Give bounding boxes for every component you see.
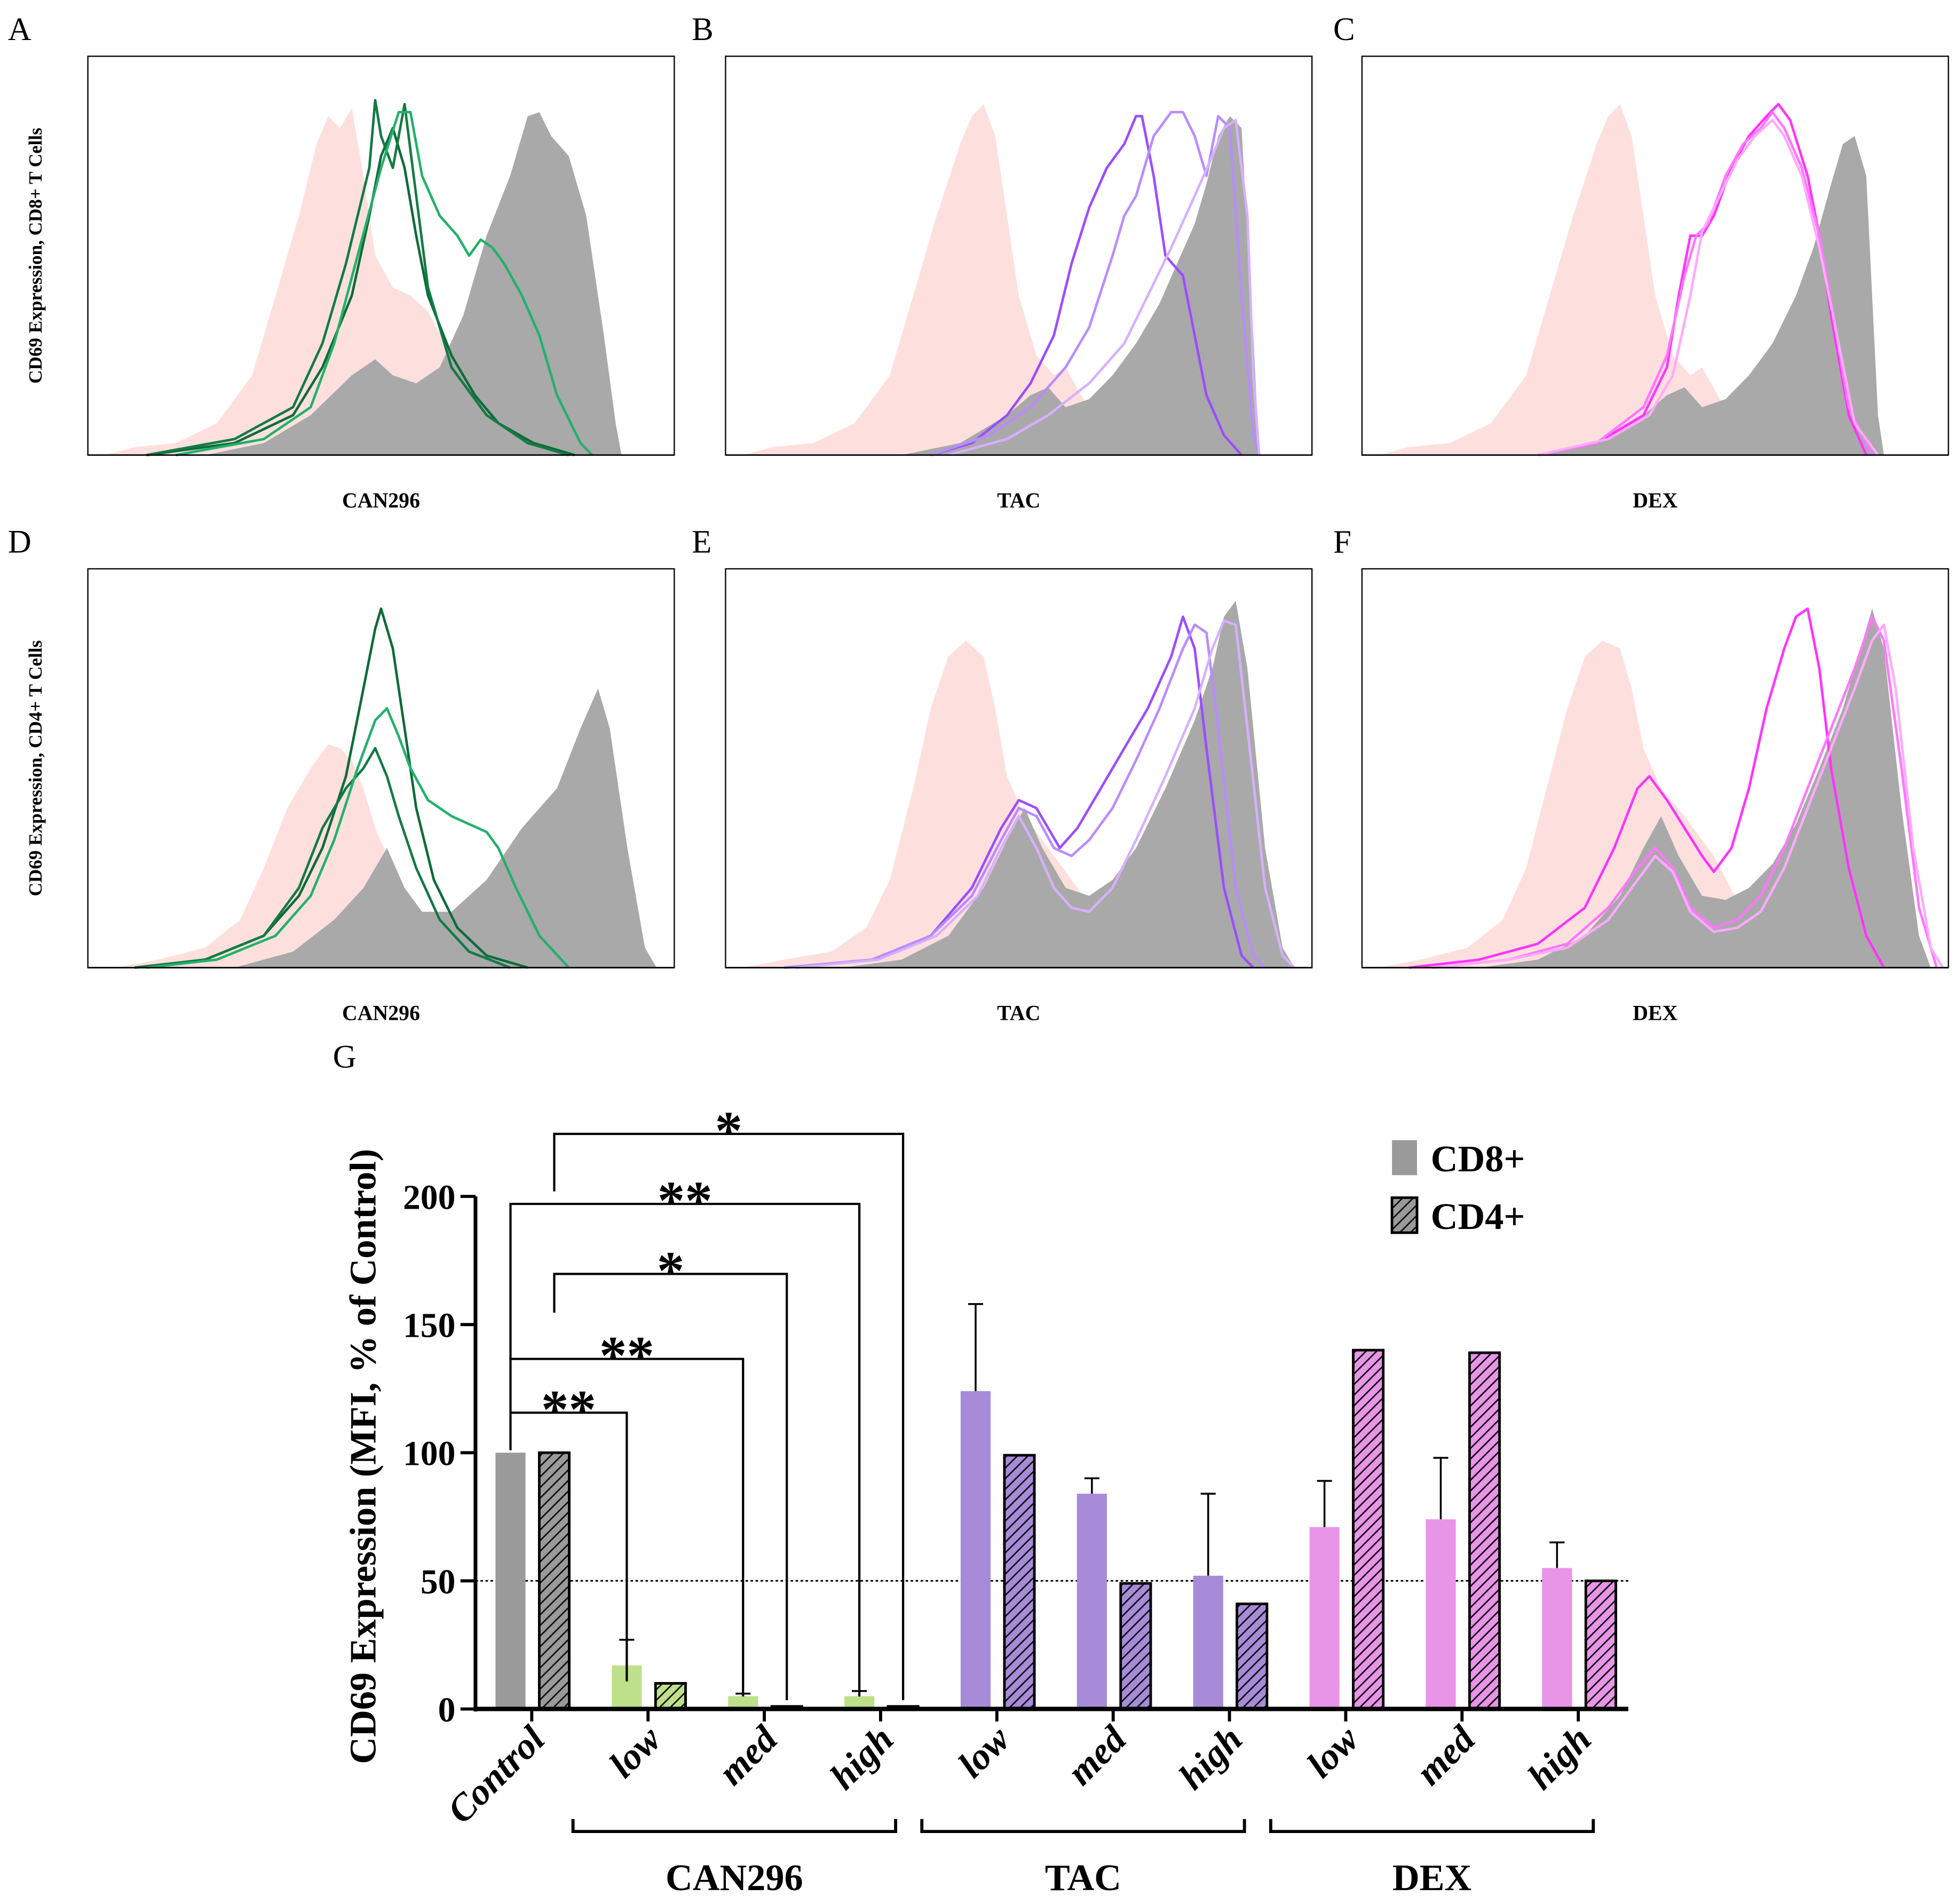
histogram-curve-gray [843,600,1295,968]
group-bracket-dex [1269,1819,1595,1834]
x-tick-label-low: low [601,1718,670,1786]
bar-cd8-4 [960,1391,991,1709]
y-tick-label: 150 [403,1307,455,1345]
histogram-curve-magenta1 [1432,615,1938,969]
histogram-curve-gray [205,112,622,455]
histogram-curve-green2 [175,110,593,457]
histogram-curve-purple1 [930,110,1261,456]
x-tick-label-control: Control [439,1718,553,1831]
histogram-curve-gray [234,688,657,968]
panel-letter-d: D [8,524,31,560]
significance-stars: * [657,1240,685,1301]
legend-label-cd8: CD8+ [1431,1138,1525,1180]
histogram-x-label: CAN296 [342,489,420,512]
bar-cd4-hatch-0 [538,1451,571,1710]
histogram-curve-purple2 [948,118,1261,457]
histogram-curve-magenta0 [1408,607,1885,969]
bar-cd4-hatch-5 [1119,1582,1152,1710]
bar-cd4-hatch-9 [1584,1580,1617,1710]
bar-cd4-hatch-8 [1468,1351,1501,1710]
group-label-tac: TAC [1045,1857,1121,1899]
bar-cd4-hatch-6 [1236,1602,1269,1710]
bar-cd8-7 [1309,1527,1340,1709]
histogram-curve-purple0 [930,115,1243,457]
histogram-x-label: DEX [1633,1002,1677,1025]
histogram-curve-green1 [134,747,511,969]
x-tick-label-med: med [710,1718,786,1793]
bar-cd4-hatch-4 [1003,1454,1036,1710]
histogram-curve-green0 [146,126,575,457]
histogram-x-label: TAC [997,1002,1040,1025]
panel-letter-b: B [692,12,714,47]
histogram-curve-gray [901,116,1260,455]
histogram-curve-gray [1479,608,1931,968]
x-tick-label-med: med [1059,1718,1134,1793]
bar-cd8-9 [1542,1568,1572,1709]
significance-bracket [509,1411,628,1681]
bar-cd4-hatch-7 [1352,1348,1385,1710]
histogram-curve-green0 [134,607,528,969]
x-tick-label-high: high [1520,1718,1600,1798]
histogram-panel-b: TAC [725,55,1313,512]
significance-bracket [553,1132,905,1701]
significance-stars: ** [599,1326,654,1386]
group-bracket-tac [920,1819,1246,1834]
histogram-panel-a: CAN296 CD69 Expression, CD8+ T Cells [25,55,675,512]
significance-bracket [553,1273,788,1701]
bar-cd8-8 [1426,1519,1456,1709]
y-tick-label: 50 [421,1563,456,1601]
y-tick-label: 0 [438,1691,456,1730]
significance-stars: ** [658,1170,713,1231]
histogram-curve-gray [1538,136,1884,455]
histogram-curve-magenta2 [1537,118,1879,457]
histogram-x-label: CAN296 [342,1002,420,1025]
histogram-curve-purple0 [784,615,1254,969]
histogram-curve-purple1 [784,623,1267,969]
bar-cd8-0 [495,1453,526,1709]
bar-cd8-6 [1193,1575,1223,1709]
histogram-curve-reference [743,104,1166,455]
panel-letter-f: F [1333,524,1351,560]
histogram-panel-f: DEX [1361,568,1949,1025]
histogram-y-label: CD69 Expression, CD8+ T Cells [25,128,46,384]
panel-letter-e: E [692,524,711,560]
legend-label-cd4: CD4+ [1431,1196,1525,1237]
histogram-curve-reference [1379,640,1802,968]
y-tick-label: 200 [403,1178,455,1217]
histogram-curve-reference [1379,104,1802,455]
legend-swatch-cd4-hatch [1390,1196,1419,1234]
x-tick-label-high: high [822,1718,901,1798]
significance-stars: * [715,1100,743,1161]
histogram-panel-c: DEX [1361,55,1949,512]
x-tick-label-low: low [1299,1718,1367,1786]
panel-letter-a: A [8,12,31,47]
significance-bracket [509,1358,745,1697]
panel-letter-c: C [1333,12,1355,47]
significance-stars: ** [541,1379,596,1440]
histogram-curve-green2 [146,707,570,969]
histogram-panel-d: CAN296 CD69 Expression, CD4+ T Cells [25,568,675,1025]
histogram-x-label: DEX [1633,489,1677,512]
y-tick-label: 100 [403,1435,455,1473]
histogram-curve-magenta1 [1538,110,1873,457]
bar-cd4-hatch-1 [654,1682,687,1710]
histogram-curve-magenta2 [1432,623,1944,969]
significance-bracket [509,1202,861,1697]
histogram-panel-e: TAC [725,568,1313,1025]
group-bracket-can296 [571,1819,897,1834]
histogram-y-label: CD69 Expression, CD4+ T Cells [25,640,46,897]
x-tick-label-low: low [950,1718,1018,1786]
group-label-can296: CAN296 [666,1857,803,1899]
legend-swatch-cd8 [1392,1140,1417,1176]
histogram-x-label: TAC [997,489,1040,512]
x-tick-label-med: med [1408,1718,1483,1793]
y-axis-label: CD69 Expression (MFI, % of Control) [342,1149,384,1764]
panel-letter-g: G [333,1040,357,1075]
histogram-curve-purple2 [796,619,1295,969]
x-tick-label-high: high [1171,1718,1250,1798]
bar-cd8-5 [1077,1494,1107,1709]
group-label-dex: DEX [1392,1857,1471,1899]
